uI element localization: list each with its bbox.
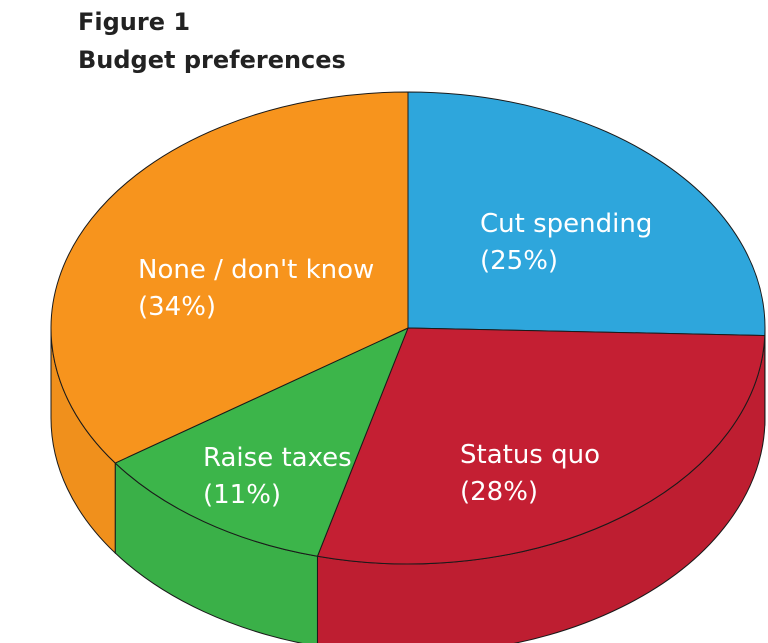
slice-percent-1: (28%): [460, 477, 538, 507]
slice-percent-2: (11%): [203, 480, 281, 510]
pie-slice-0: [407, 91, 766, 337]
slice-label-2: Raise taxes: [203, 443, 352, 473]
pie-slice-1: [316, 327, 766, 565]
slice-percent-3: (34%): [138, 292, 216, 322]
pie-slice-2: [114, 327, 409, 557]
slice-label-3: None / don't know: [138, 255, 374, 285]
slice-percent-0: (25%): [480, 246, 558, 276]
pie-slice-3: [50, 91, 409, 464]
chart-title: Budget preferences: [78, 46, 346, 74]
slice-label-1: Status quo: [460, 440, 600, 470]
figure-number: Figure 1: [78, 8, 191, 36]
slice-label-0: Cut spending: [480, 209, 652, 239]
